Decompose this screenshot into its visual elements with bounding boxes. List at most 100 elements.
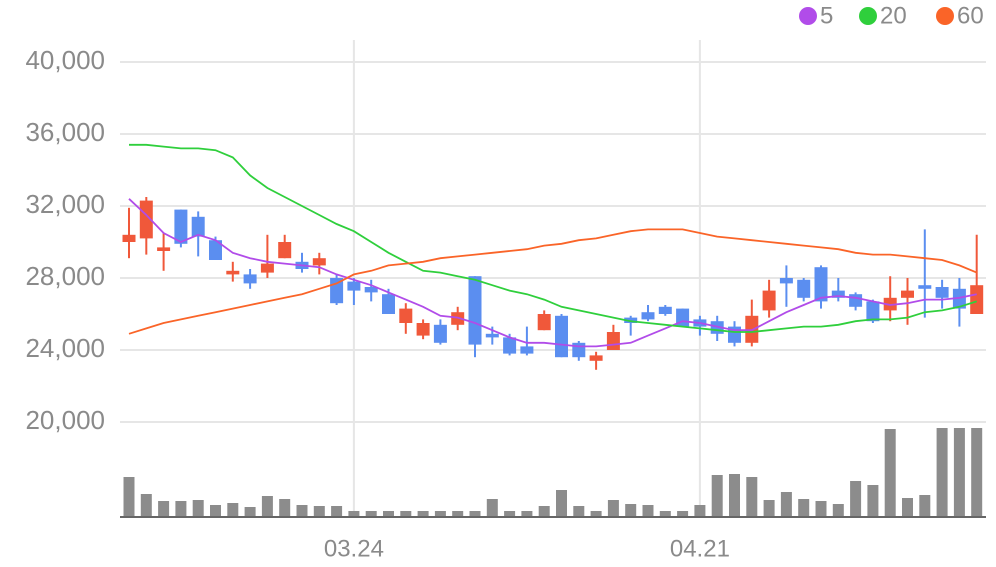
- volume-bar: [711, 475, 723, 517]
- volume-bar: [607, 500, 619, 517]
- volume-bar: [434, 511, 446, 517]
- candle-body: [191, 216, 205, 237]
- volume-bar: [210, 505, 221, 517]
- candle-body: [658, 306, 672, 314]
- volume-bar: [227, 503, 239, 517]
- candle-body: [918, 285, 932, 289]
- volume-bar: [763, 500, 775, 517]
- candle-body: [364, 287, 378, 293]
- volume-bar: [798, 499, 810, 517]
- legend-swatch: [936, 7, 954, 25]
- candle-body: [814, 267, 828, 302]
- candle-body: [866, 301, 880, 322]
- candle-body: [209, 240, 222, 260]
- ma-line: [129, 143, 977, 333]
- candle-body: [433, 324, 447, 343]
- y-tick-label: 32,000: [25, 189, 105, 219]
- candle-body: [347, 281, 361, 291]
- volume-bar: [469, 511, 481, 517]
- legend-label: 5: [820, 2, 833, 29]
- candle-body: [226, 270, 240, 275]
- volume-bar: [850, 481, 862, 517]
- candle-body: [935, 287, 949, 298]
- volume-bar: [677, 511, 689, 517]
- volume-bar: [832, 504, 844, 517]
- candle-body: [399, 308, 413, 323]
- volume-bar: [400, 511, 412, 517]
- volume-bar: [953, 428, 965, 517]
- candle-body: [139, 200, 153, 239]
- legend-label: 60: [957, 2, 984, 29]
- candle-body: [503, 337, 517, 354]
- volume-bar: [556, 490, 567, 517]
- volume-bar: [313, 506, 325, 517]
- volume-bar: [452, 511, 464, 517]
- ma-line: [128, 228, 978, 335]
- candle-body: [779, 278, 793, 284]
- volume-bar: [365, 511, 377, 517]
- volume-bar: [659, 511, 671, 517]
- candle-body: [537, 314, 551, 331]
- ma-line: [128, 198, 977, 348]
- volume-bar: [158, 501, 170, 517]
- volume-bar: [244, 507, 256, 517]
- volume-bar: [331, 506, 343, 517]
- candle-body: [312, 258, 326, 266]
- candle-body: [468, 276, 482, 345]
- candle-body: [970, 285, 984, 314]
- volume-bar: [486, 499, 498, 517]
- volume-bar: [521, 511, 533, 517]
- legend-swatch: [799, 7, 817, 25]
- volume-bar: [936, 428, 948, 517]
- volume-bar: [192, 500, 204, 517]
- candle-body: [278, 242, 292, 259]
- candle-body: [174, 209, 188, 244]
- volume-bar: [175, 501, 187, 517]
- candle-body: [572, 342, 586, 358]
- volume-bar: [625, 504, 637, 517]
- volume-bar: [140, 494, 152, 517]
- candle-body: [641, 312, 655, 320]
- volume-bar: [867, 485, 879, 517]
- x-tick-label: 03.24: [324, 535, 384, 562]
- volume-bar: [296, 505, 308, 517]
- candle-body: [416, 323, 430, 336]
- candle-body: [122, 234, 136, 242]
- volume-bar: [261, 496, 273, 517]
- candle-body: [589, 355, 603, 361]
- volume-bar: [123, 477, 135, 517]
- y-tick-label: 20,000: [25, 405, 105, 435]
- candle-body: [831, 290, 845, 298]
- legend-swatch: [859, 7, 877, 25]
- volume-bar: [729, 474, 740, 517]
- volume-bar: [504, 511, 516, 517]
- volume-bar: [538, 506, 550, 517]
- candle-body: [382, 294, 395, 314]
- volume-bar: [746, 477, 758, 517]
- volume-bar: [383, 511, 394, 517]
- volume-bar: [902, 498, 913, 517]
- volume-bar: [919, 495, 931, 517]
- x-tick-label: 04.21: [670, 535, 730, 562]
- y-tick-label: 36,000: [25, 117, 105, 147]
- volume-bar: [694, 505, 706, 517]
- candle-body: [243, 274, 257, 284]
- candle-body: [606, 332, 620, 350]
- legend-label: 20: [880, 2, 907, 29]
- volume-bar: [417, 511, 429, 517]
- volume-bar: [348, 511, 360, 517]
- y-tick-label: 24,000: [25, 333, 105, 363]
- y-tick-label: 40,000: [25, 45, 105, 75]
- candle-body: [797, 279, 811, 298]
- volume-bar: [884, 429, 896, 517]
- volume-bar: [815, 501, 827, 517]
- y-tick-label: 28,000: [25, 261, 105, 291]
- volume-bar: [642, 505, 654, 517]
- candle-body: [849, 294, 863, 307]
- candle-body: [762, 290, 776, 311]
- volume-bar: [573, 506, 585, 517]
- candle-body: [520, 346, 534, 354]
- candle-body: [485, 333, 499, 338]
- candle-body: [555, 315, 568, 358]
